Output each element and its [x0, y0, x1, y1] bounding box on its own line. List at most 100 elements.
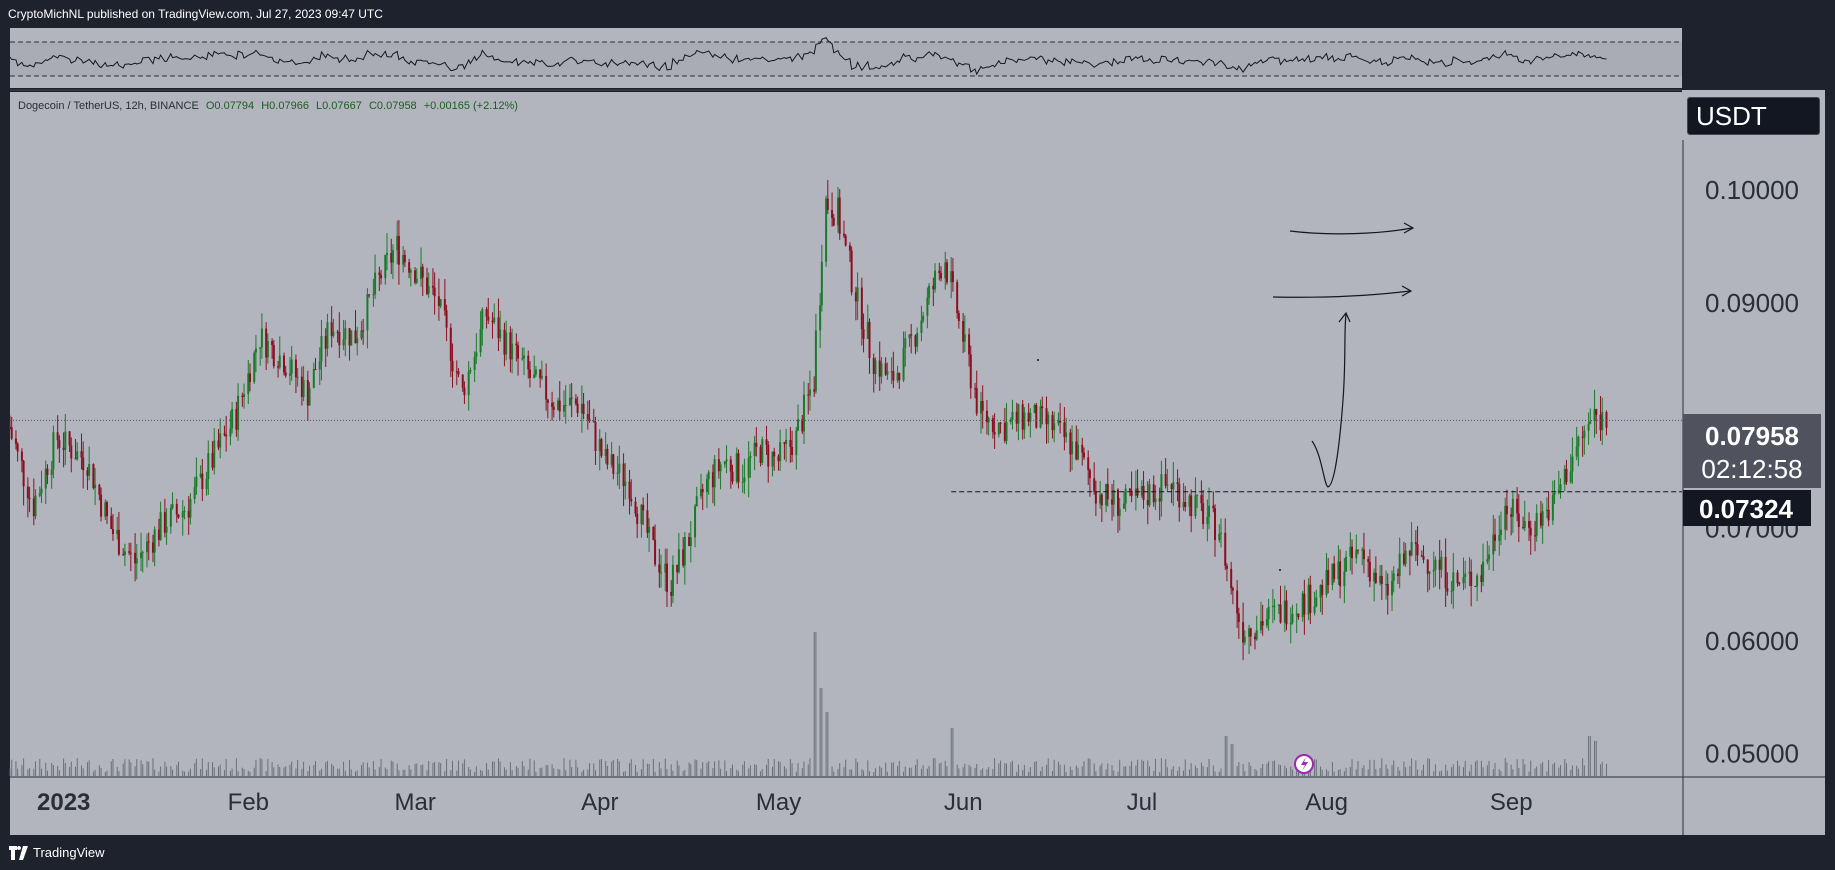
- candle-body: [902, 347, 905, 381]
- candle-body: [1128, 488, 1131, 491]
- candle-body: [874, 360, 877, 375]
- candle-body: [1504, 505, 1507, 530]
- candle-body: [612, 454, 615, 474]
- candle-body: [1432, 569, 1435, 572]
- candle-body: [997, 422, 1000, 435]
- candle-body: [1259, 621, 1262, 631]
- candle-body: [1041, 406, 1044, 409]
- candle-body: [1349, 546, 1352, 557]
- main-pane: [10, 92, 1682, 777]
- candle-body: [1118, 508, 1121, 516]
- candle-body: [1581, 436, 1584, 438]
- candle-body: [378, 272, 381, 275]
- candle-body: [397, 235, 400, 265]
- candle-body: [586, 413, 589, 420]
- candle-body: [64, 431, 67, 450]
- candle-body: [1541, 511, 1544, 526]
- candle-body: [785, 439, 788, 444]
- candle-body: [16, 443, 19, 452]
- footer-bar: TradingView: [0, 835, 1835, 870]
- candle-body: [1100, 494, 1103, 506]
- candle-body: [1140, 486, 1143, 496]
- candle-body: [968, 334, 971, 355]
- candle-body: [700, 489, 703, 497]
- candle-body: [660, 572, 663, 574]
- candle-body: [1510, 514, 1513, 517]
- candle-body: [1569, 471, 1572, 483]
- candle-body: [1045, 408, 1048, 425]
- candle-body: [505, 332, 508, 355]
- candle-body: [455, 371, 458, 373]
- candle-body: [540, 376, 543, 379]
- oscillator-band: [10, 42, 1682, 76]
- candle-body: [82, 457, 85, 471]
- candle-body: [1374, 572, 1377, 583]
- candle-body: [1130, 490, 1133, 496]
- candle-body: [135, 558, 138, 564]
- candle-body: [1236, 590, 1239, 614]
- candle-body: [646, 510, 649, 533]
- candle-body: [795, 430, 798, 456]
- candle-body: [320, 336, 323, 362]
- candle-body: [939, 273, 942, 279]
- candle-body: [409, 270, 412, 273]
- candle-body: [1529, 527, 1532, 536]
- candle-body: [701, 489, 704, 493]
- candle-body: [862, 329, 865, 339]
- candle-body: [463, 387, 466, 396]
- candle-body: [1587, 423, 1590, 431]
- candle-body: [783, 442, 786, 444]
- candle-body: [789, 439, 792, 448]
- candle-body: [271, 341, 274, 345]
- candle-body: [1039, 406, 1042, 428]
- candle-body: [1402, 553, 1405, 565]
- symbol-legend: Dogecoin / TetherUS, 12h, BINANCE O0.077…: [18, 100, 518, 112]
- candle-body: [570, 397, 573, 399]
- candle-body: [235, 408, 238, 430]
- time-tick-label: Feb: [228, 789, 269, 816]
- candle-body: [582, 403, 585, 414]
- candle-body: [1589, 421, 1592, 424]
- candle-body: [1035, 404, 1038, 428]
- price-tick-label: 0.06000: [1705, 626, 1799, 656]
- candle-body: [600, 439, 603, 456]
- candle-body: [332, 331, 335, 336]
- candle-body: [439, 299, 442, 307]
- candle-body: [884, 363, 887, 375]
- candle-body: [604, 448, 607, 456]
- currency-label[interactable]: USDT: [1687, 97, 1820, 135]
- candle-body: [1093, 478, 1096, 492]
- candle-body: [1003, 422, 1006, 441]
- candle-body: [1313, 606, 1316, 613]
- candle-body: [366, 294, 369, 331]
- candle-body: [1005, 421, 1008, 441]
- candle-body: [76, 451, 79, 460]
- candle-body: [1438, 559, 1441, 570]
- candle-body: [950, 271, 953, 283]
- candle-body: [28, 498, 31, 500]
- candle-body: [1094, 491, 1097, 504]
- time-axis[interactable]: [10, 777, 1825, 835]
- candle-body: [725, 459, 728, 462]
- drawn-dot: [1037, 359, 1039, 361]
- candle-body: [1480, 575, 1483, 582]
- candle-body: [850, 250, 853, 293]
- candle-body: [473, 356, 476, 370]
- candle-body: [802, 394, 805, 432]
- candle-body: [1051, 415, 1054, 431]
- candle-body: [1486, 559, 1489, 562]
- candle-body: [330, 322, 333, 336]
- candle-body: [1017, 404, 1020, 424]
- candle-body: [1482, 561, 1485, 582]
- candle-body: [177, 514, 180, 518]
- candle-body: [348, 328, 351, 346]
- candle-body: [761, 439, 764, 463]
- candle-body: [528, 369, 531, 378]
- candle-body: [551, 402, 554, 407]
- candle-body: [259, 347, 262, 349]
- candle-body: [1468, 571, 1471, 574]
- candle-body: [820, 261, 823, 306]
- candle-body: [517, 345, 520, 359]
- candle-body: [844, 235, 847, 246]
